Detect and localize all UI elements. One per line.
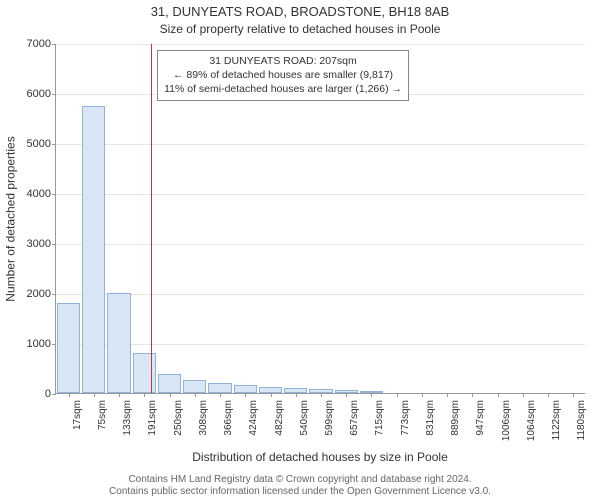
histogram-bar — [133, 353, 156, 393]
x-tick-label: 715sqm — [375, 400, 385, 445]
annotation-line-1: 31 DUNYEATS ROAD: 207sqm — [164, 54, 402, 68]
x-tick-label: 540sqm — [300, 400, 310, 445]
gridline — [56, 294, 585, 295]
x-tick-label: 1122sqm — [552, 400, 562, 445]
y-tick-label: 2000 — [11, 288, 51, 300]
y-tick-label: 6000 — [11, 88, 51, 100]
chart-subtitle: Size of property relative to detached ho… — [0, 22, 600, 36]
y-tick-label: 7000 — [11, 38, 51, 50]
gridline — [56, 194, 585, 195]
x-tick-label: 657sqm — [350, 400, 360, 445]
x-ticks: 17sqm 75sqm 133sqm 191sqm 250sqm 308sqm 366sqm… — [55, 394, 585, 449]
plot-area: 31 DUNYEATS ROAD: 207sqm← 89% of detache… — [55, 44, 585, 394]
x-tick-label: 424sqm — [249, 400, 259, 445]
x-tick-label: 250sqm — [174, 400, 184, 445]
y-tick-mark — [52, 94, 56, 95]
x-tick-label: 366sqm — [224, 400, 234, 445]
x-axis-label: Distribution of detached houses by size … — [55, 450, 585, 464]
x-tick-label: 599sqm — [325, 400, 335, 445]
y-tick-mark — [52, 244, 56, 245]
gridline — [56, 244, 585, 245]
x-tick-label: 482sqm — [275, 400, 285, 445]
reference-line — [151, 44, 152, 393]
y-tick-label: 3000 — [11, 238, 51, 250]
x-tick-label: 831sqm — [426, 400, 436, 445]
histogram-bar — [107, 293, 130, 393]
y-tick-label: 1000 — [11, 338, 51, 350]
y-tick-mark — [52, 144, 56, 145]
chart-container: 31, DUNYEATS ROAD, BROADSTONE, BH18 8AB … — [0, 0, 600, 500]
x-tick-label: 947sqm — [476, 400, 486, 445]
footer-attribution: Contains HM Land Registry data © Crown c… — [0, 474, 600, 498]
y-tick-mark — [52, 344, 56, 345]
y-tick-label: 5000 — [11, 138, 51, 150]
x-tick-label: 1064sqm — [527, 400, 537, 445]
x-tick-label: 889sqm — [451, 400, 461, 445]
y-tick-mark — [52, 194, 56, 195]
y-tick-mark — [52, 44, 56, 45]
x-tick-label: 17sqm — [73, 400, 83, 445]
histogram-bar — [234, 385, 257, 393]
y-tick-label: 4000 — [11, 188, 51, 200]
x-tick-label: 1180sqm — [577, 400, 587, 445]
gridline — [56, 44, 585, 45]
y-tick-mark — [52, 294, 56, 295]
footer-line-2: Contains public sector information licen… — [0, 486, 600, 498]
annotation-line-3: 11% of semi-detached houses are larger (… — [164, 82, 402, 96]
annotation-line-2: ← 89% of detached houses are smaller (9,… — [164, 68, 402, 82]
x-tick-label: 1006sqm — [502, 400, 512, 445]
x-tick-label: 191sqm — [148, 400, 158, 445]
x-tick-label: 133sqm — [123, 400, 133, 445]
histogram-bar — [82, 106, 105, 394]
histogram-bar — [208, 383, 231, 393]
gridline — [56, 344, 585, 345]
histogram-bar — [57, 303, 80, 393]
x-tick-label: 773sqm — [401, 400, 411, 445]
footer-line-1: Contains HM Land Registry data © Crown c… — [0, 474, 600, 486]
annotation-box: 31 DUNYEATS ROAD: 207sqm← 89% of detache… — [157, 50, 409, 101]
y-tick-label: 0 — [11, 388, 51, 400]
x-tick-label: 75sqm — [98, 400, 108, 445]
histogram-bar — [183, 380, 206, 393]
gridline — [56, 144, 585, 145]
chart-title: 31, DUNYEATS ROAD, BROADSTONE, BH18 8AB — [0, 4, 600, 19]
x-tick-label: 308sqm — [199, 400, 209, 445]
y-ticks: 01000200030004000500060007000 — [0, 44, 55, 394]
histogram-bar — [158, 374, 181, 393]
